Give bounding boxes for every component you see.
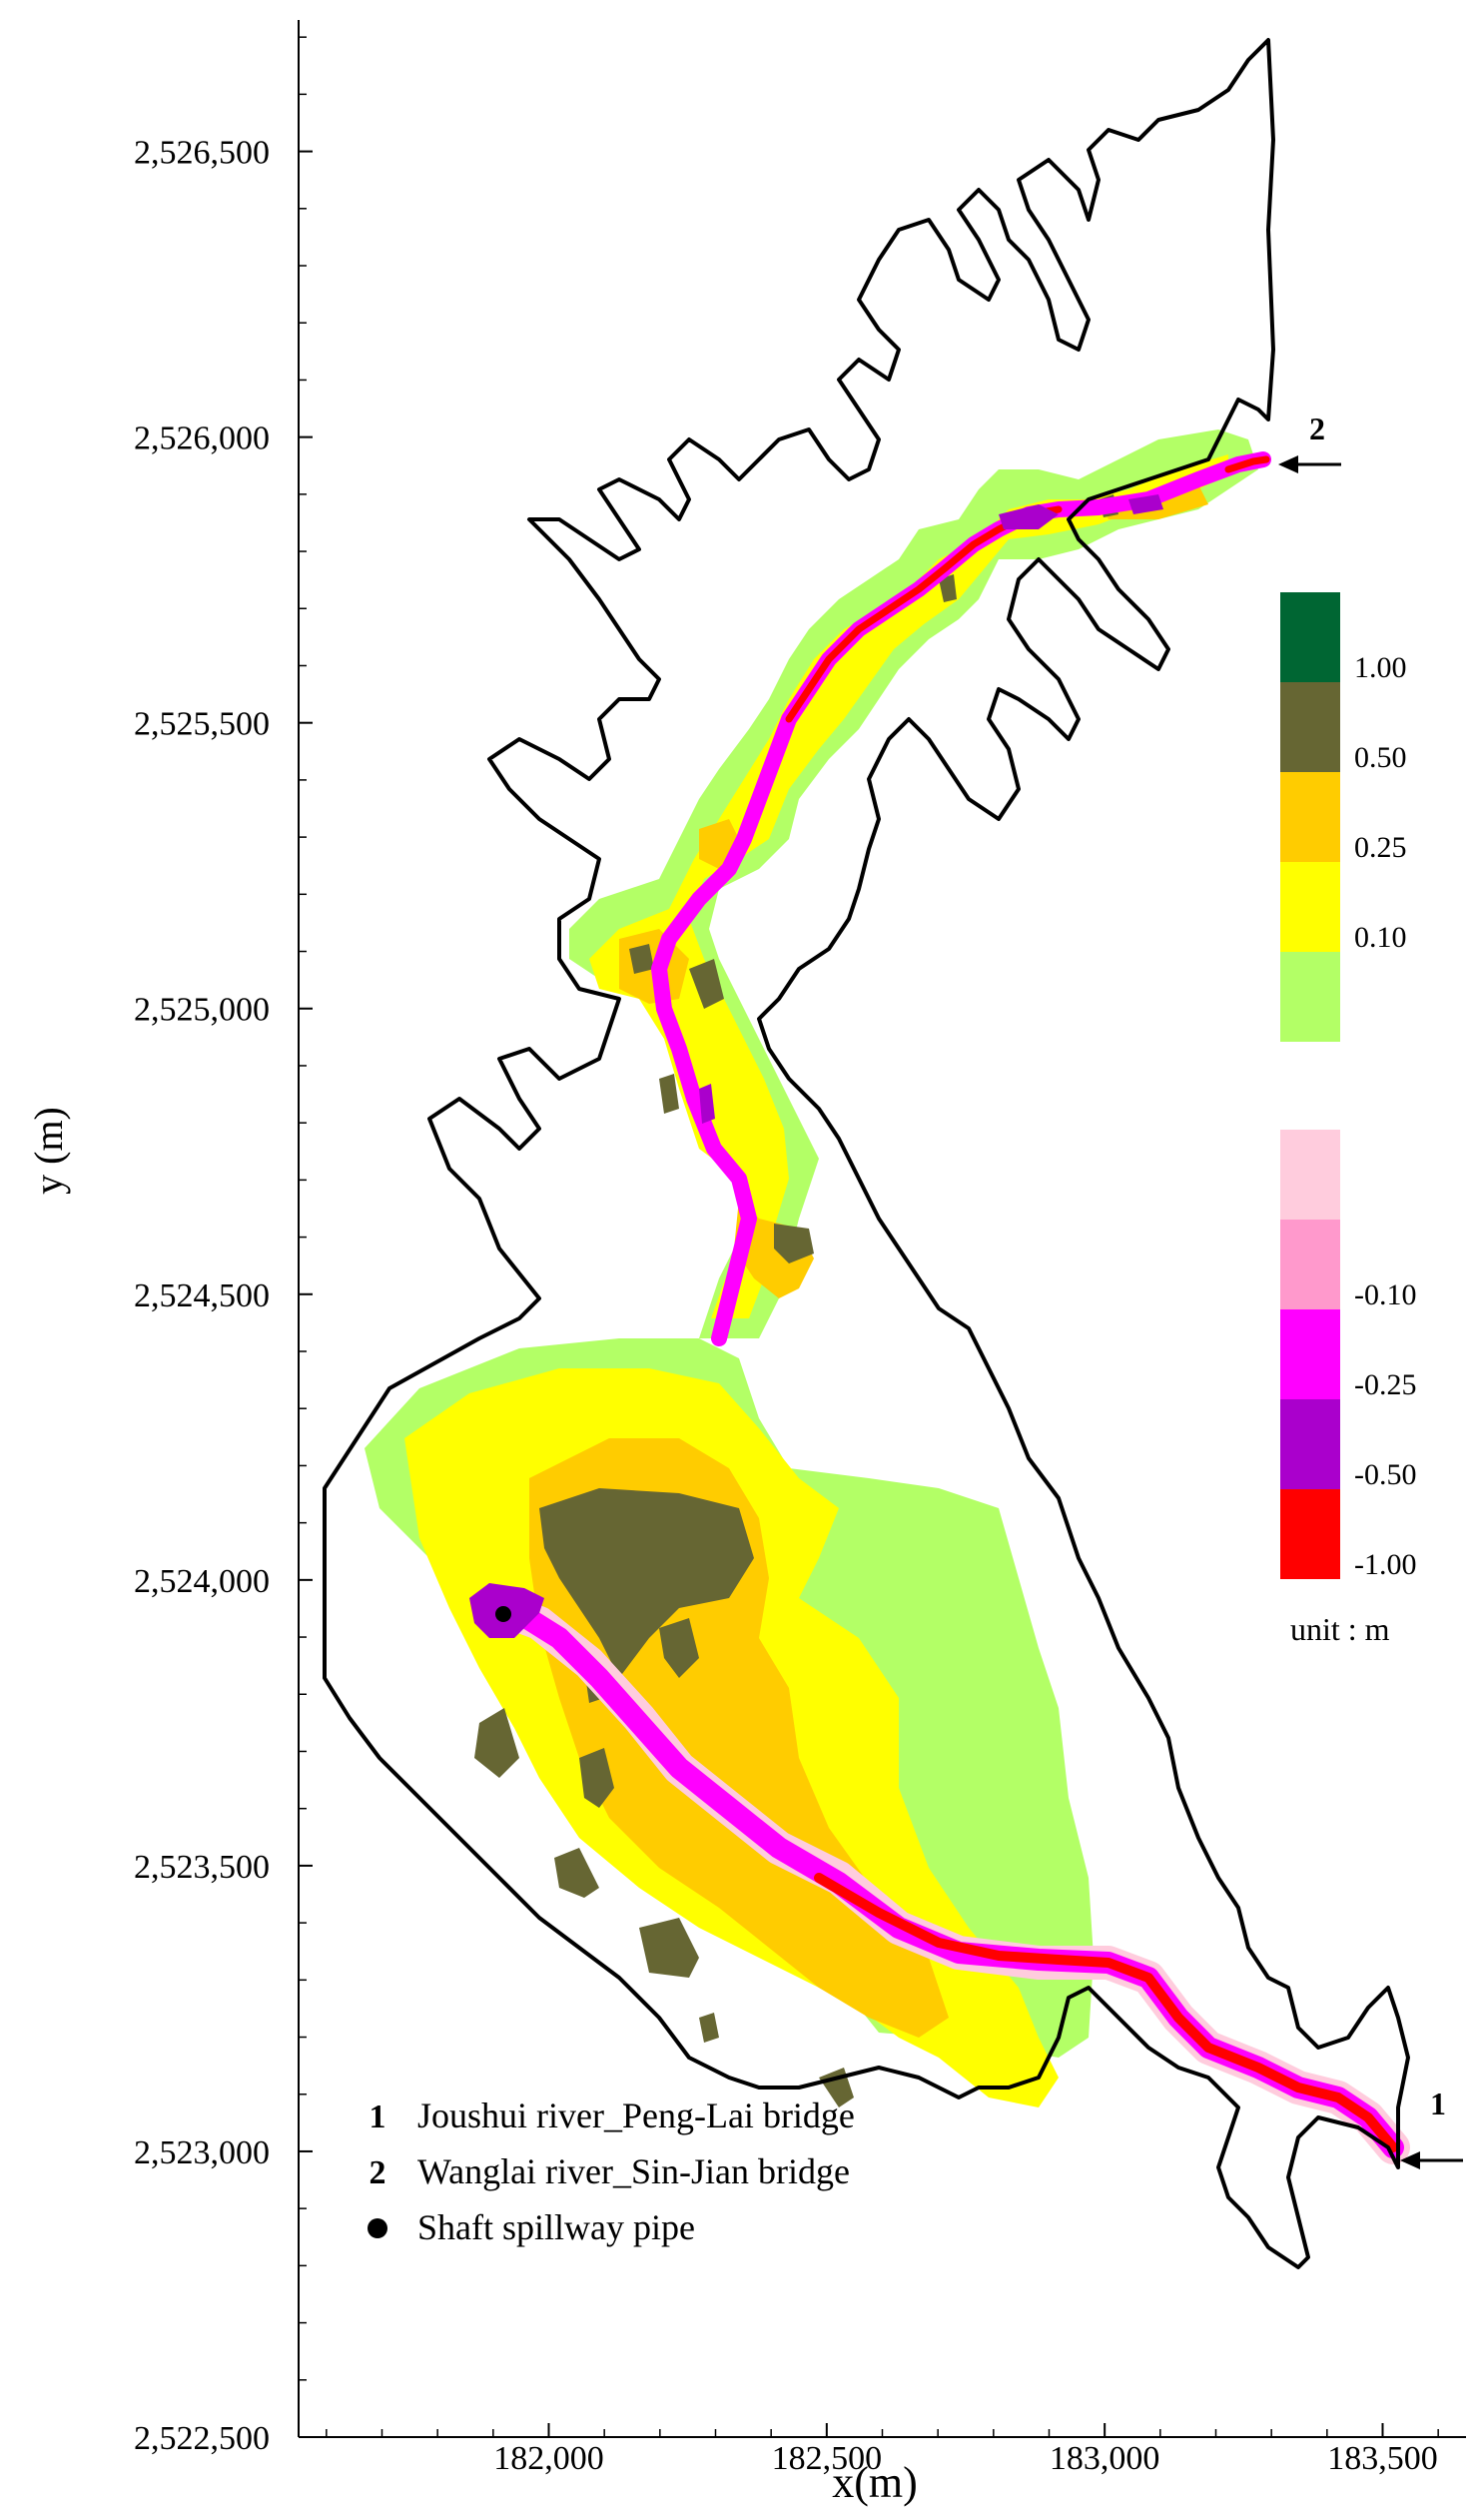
y-tick-label: 2,524,500	[134, 1277, 270, 1314]
y-tick-label: 2,523,000	[134, 2134, 270, 2171]
map-notes: 1 Joushui river_Peng-Lai bridge 2 Wanglai r…	[368, 2096, 855, 2247]
legend-swatch	[1280, 1130, 1340, 1220]
legend-label: -0.25	[1354, 1368, 1417, 1401]
note-text: Shaft spillway pipe	[417, 2207, 695, 2247]
legend-label: -0.50	[1354, 1458, 1417, 1491]
inflow-marker-2-label: 2	[1309, 411, 1325, 446]
inflow-marker-1-label: 1	[1430, 2086, 1446, 2121]
legend-swatch	[1280, 682, 1340, 772]
legend-swatch	[1280, 952, 1340, 1042]
legend-swatch	[1280, 1309, 1340, 1399]
legend-swatch	[1280, 1489, 1340, 1579]
note-text: Joushui river_Peng-Lai bridge	[417, 2096, 855, 2135]
legend-swatch	[1280, 1399, 1340, 1489]
legend-swatch	[1280, 592, 1340, 682]
unit-label: unit : m	[1290, 1611, 1390, 1647]
inflow-marker-2: 2	[1278, 411, 1341, 473]
y-tick-label: 2,526,000	[134, 420, 270, 457]
spillway-legend-icon	[368, 2218, 387, 2238]
erosion-red-upper-2	[1224, 455, 1270, 473]
legend-swatch	[1280, 862, 1340, 952]
x-tick-label: 182,000	[493, 2440, 604, 2477]
legend-label: -0.10	[1354, 1278, 1417, 1311]
inflow-arrowhead-1-icon	[1400, 2151, 1420, 2169]
x-tick-label: 182,500	[772, 2440, 883, 2477]
legend-label: 0.10	[1354, 921, 1407, 954]
y-tick-label: 2,522,500	[134, 2420, 270, 2457]
axes: 2,522,500 2,523,000 2,523,500 2,524,000 2,52…	[26, 20, 1466, 2507]
x-axis-ticks: 182,000 182,500 183,000 183,500	[326, 2423, 1439, 2477]
x-tick-label: 183,000	[1050, 2440, 1160, 2477]
x-tick-label: 183,500	[1327, 2440, 1438, 2477]
legend-label: 1.00	[1354, 651, 1407, 684]
inflow-marker-1: 1	[1400, 2086, 1463, 2169]
y-tick-label: 2,526,500	[134, 135, 270, 172]
y-axis-ticks: 2,522,500 2,523,000 2,523,500 2,524,000 2,52…	[134, 36, 313, 2457]
legend-deposition: 1.00 0.50 0.25 0.10	[1280, 592, 1407, 1042]
legend-label: 0.50	[1354, 741, 1407, 774]
note-symbol: 1	[370, 2099, 386, 2135]
note-symbol: 2	[370, 2154, 386, 2191]
y-axis-label: y (m)	[26, 1107, 71, 1195]
legend-erosion: -0.10 -0.25 -0.50 -1.00	[1280, 1130, 1417, 1581]
legend-swatch	[1280, 772, 1340, 862]
inflow-arrowhead-2-icon	[1278, 455, 1298, 473]
legend-label: 0.25	[1354, 831, 1407, 864]
reservoir-shoreline	[323, 38, 1410, 2269]
erosion-purple-upper	[699, 494, 1163, 1124]
shaft-spillway-pipe	[495, 1606, 511, 1622]
upper-channel-yellow	[589, 454, 1228, 1318]
deposition-patches-olive	[474, 1488, 854, 2107]
upper-channel-lime	[569, 429, 1258, 1338]
map-content	[323, 38, 1410, 2269]
y-tick-label: 2,524,000	[134, 1563, 270, 1600]
y-tick-label: 2,523,500	[134, 1849, 270, 1886]
y-tick-label: 2,525,500	[134, 706, 270, 743]
legend-swatch	[1280, 1220, 1340, 1309]
y-tick-label: 2,525,000	[134, 992, 270, 1029]
x-axis-label: x(m)	[832, 2458, 918, 2507]
erosion-red-lower	[814, 1873, 1398, 2152]
note-text: Wanglai river_Sin-Jian bridge	[417, 2151, 850, 2191]
legend-label: -1.00	[1354, 1548, 1417, 1581]
